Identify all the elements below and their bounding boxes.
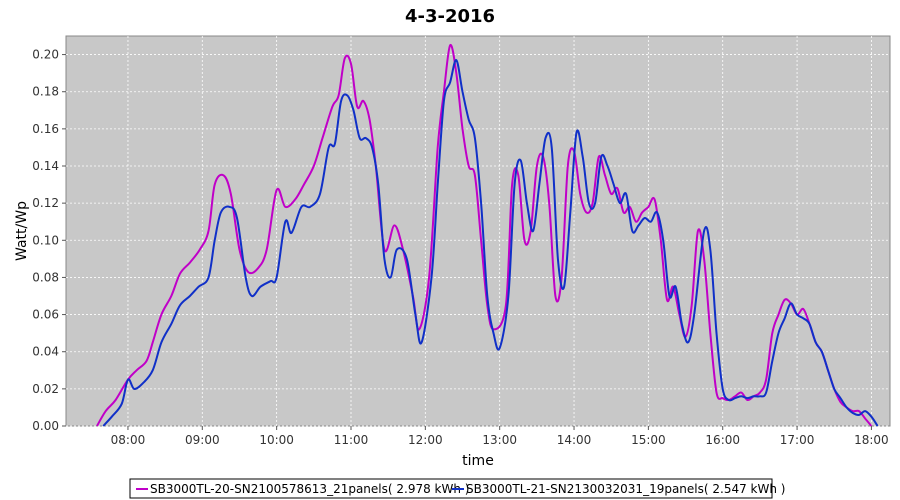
legend-box: [129, 478, 773, 499]
y-tick-label: 0.16: [32, 122, 59, 136]
legend: SB3000TL-20-SN2100578613_21panels( 2.978…: [129, 478, 785, 499]
x-tick-label: 09:00: [185, 433, 220, 447]
x-tick-label: 18:00: [854, 433, 889, 447]
y-tick-label: 0.20: [32, 48, 59, 62]
x-tick-label: 12:00: [408, 433, 443, 447]
x-tick-label: 08:00: [111, 433, 146, 447]
x-tick-label: 16:00: [705, 433, 740, 447]
x-tick-label: 11:00: [334, 433, 369, 447]
x-tick-label: 10:00: [259, 433, 294, 447]
y-tick-label: 0.00: [32, 419, 59, 433]
y-tick-label: 0.10: [32, 233, 59, 247]
legend-label-2: SB3000TL-21-SN2130032031_19panels( 2.547…: [466, 482, 785, 496]
plot-area: [65, 35, 891, 427]
x-tick-label: 13:00: [482, 433, 517, 447]
y-tick-label: 0.02: [32, 382, 59, 396]
x-tick-label: 15:00: [631, 433, 666, 447]
y-tick-label: 0.06: [32, 308, 59, 322]
legend-label-1: SB3000TL-20-SN2100578613_21panels( 2.978…: [150, 482, 469, 496]
x-tick-label: 14:00: [557, 433, 592, 447]
axes: 0.00 0.02 0.04 0.06 0.08 0.10 0.12 0.14 0.16 0.18…: [32, 48, 888, 447]
y-tick-label: 0.12: [32, 196, 59, 210]
y-tick-label: 0.14: [32, 159, 59, 173]
y-tick-label: 0.04: [32, 345, 59, 359]
chart-title: 4-3-2016: [405, 6, 495, 27]
y-axis-label: Watt/Wp: [14, 201, 30, 261]
x-axis-label: time: [462, 453, 494, 469]
series-line-2: [102, 59, 879, 427]
series-line-1: [96, 44, 873, 427]
y-tick-label: 0.18: [32, 85, 59, 99]
x-tick-label: 17:00: [780, 433, 815, 447]
series-group: [96, 44, 879, 427]
y-tick-label: 0.08: [32, 270, 59, 284]
